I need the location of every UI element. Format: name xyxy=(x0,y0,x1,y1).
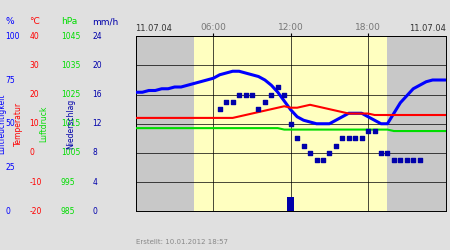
Point xyxy=(242,92,249,96)
Text: 40: 40 xyxy=(29,32,39,41)
Bar xyxy=(194,36,387,211)
Point xyxy=(293,136,301,140)
Point xyxy=(358,136,365,140)
Text: 50: 50 xyxy=(5,119,15,128)
Text: 1005: 1005 xyxy=(61,148,80,158)
Text: %: % xyxy=(5,17,14,26)
Text: 4: 4 xyxy=(92,178,97,186)
Point xyxy=(326,151,333,155)
Text: 1025: 1025 xyxy=(61,90,80,99)
Text: Niederschlag: Niederschlag xyxy=(67,98,76,149)
Point xyxy=(216,107,223,111)
Bar xyxy=(288,197,294,211)
Point xyxy=(410,158,417,162)
Point xyxy=(223,100,230,104)
Point xyxy=(397,158,404,162)
Text: 75: 75 xyxy=(5,76,15,84)
Text: 16: 16 xyxy=(92,90,102,99)
Text: 20: 20 xyxy=(29,90,39,99)
Point xyxy=(281,92,288,96)
Text: 0: 0 xyxy=(29,148,34,158)
Point xyxy=(339,136,346,140)
Point xyxy=(268,92,275,96)
Point xyxy=(248,92,256,96)
Text: 20: 20 xyxy=(92,61,102,70)
Text: 995: 995 xyxy=(61,178,76,186)
Point xyxy=(229,100,236,104)
Text: hPa: hPa xyxy=(61,17,77,26)
Bar xyxy=(387,36,446,211)
Point xyxy=(287,122,294,126)
Point xyxy=(416,158,423,162)
Text: 1015: 1015 xyxy=(61,119,80,128)
Text: 0: 0 xyxy=(5,207,10,216)
Point xyxy=(306,151,314,155)
Text: 985: 985 xyxy=(61,207,75,216)
Point xyxy=(378,151,385,155)
Point xyxy=(332,144,339,148)
Text: 11.07.04: 11.07.04 xyxy=(135,24,172,33)
Text: 25: 25 xyxy=(5,163,15,172)
Text: 10: 10 xyxy=(29,119,39,128)
Point xyxy=(351,136,359,140)
Text: -10: -10 xyxy=(29,178,41,186)
Text: 0: 0 xyxy=(92,207,97,216)
Text: 30: 30 xyxy=(29,61,39,70)
Bar xyxy=(136,36,194,211)
Point xyxy=(403,158,410,162)
Text: 1045: 1045 xyxy=(61,32,80,41)
Text: 8: 8 xyxy=(92,148,97,158)
Text: -20: -20 xyxy=(29,207,41,216)
Point xyxy=(364,129,372,133)
Text: 100: 100 xyxy=(5,32,20,41)
Point xyxy=(300,144,307,148)
Point xyxy=(345,136,352,140)
Text: Temperatur: Temperatur xyxy=(14,102,23,146)
Point xyxy=(255,107,262,111)
Point xyxy=(320,158,327,162)
Point xyxy=(384,151,391,155)
Point xyxy=(390,158,397,162)
Text: Luftdruck: Luftdruck xyxy=(40,106,49,142)
Text: mm/h: mm/h xyxy=(92,17,118,26)
Text: 24: 24 xyxy=(92,32,102,41)
Text: °C: °C xyxy=(29,17,40,26)
Point xyxy=(235,92,243,96)
Text: 11.07.04: 11.07.04 xyxy=(409,24,446,33)
Point xyxy=(371,129,378,133)
Text: 12: 12 xyxy=(92,119,102,128)
Text: 1035: 1035 xyxy=(61,61,80,70)
Text: Erstellt: 10.01.2012 18:57: Erstellt: 10.01.2012 18:57 xyxy=(136,239,228,245)
Point xyxy=(261,100,269,104)
Text: Luftfeuchtigkeit: Luftfeuchtigkeit xyxy=(0,94,7,154)
Point xyxy=(313,158,320,162)
Point xyxy=(274,85,281,89)
